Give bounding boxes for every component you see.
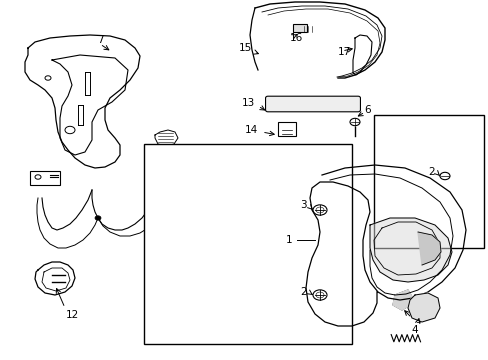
- Text: 17: 17: [337, 47, 350, 57]
- Circle shape: [95, 216, 101, 220]
- Polygon shape: [417, 232, 440, 265]
- Text: 1: 1: [285, 235, 291, 245]
- Text: 3: 3: [300, 200, 306, 210]
- Polygon shape: [392, 290, 414, 310]
- Text: 16: 16: [289, 33, 303, 43]
- Bar: [30, 171, 60, 185]
- Polygon shape: [407, 293, 439, 322]
- Bar: [144, 144, 351, 344]
- Text: 7: 7: [97, 35, 103, 45]
- Bar: [292, 24, 306, 32]
- Text: 2: 2: [300, 287, 306, 297]
- Text: 13: 13: [241, 98, 254, 108]
- Bar: [373, 115, 483, 248]
- Polygon shape: [369, 218, 451, 282]
- Text: 6: 6: [364, 105, 370, 115]
- Text: 12: 12: [65, 310, 79, 320]
- Text: 14: 14: [244, 125, 258, 135]
- Text: 15: 15: [238, 43, 251, 53]
- Text: 4: 4: [411, 325, 417, 335]
- FancyBboxPatch shape: [265, 96, 360, 112]
- Bar: [278, 122, 295, 136]
- Text: 5: 5: [414, 315, 421, 325]
- Text: 2: 2: [427, 167, 434, 177]
